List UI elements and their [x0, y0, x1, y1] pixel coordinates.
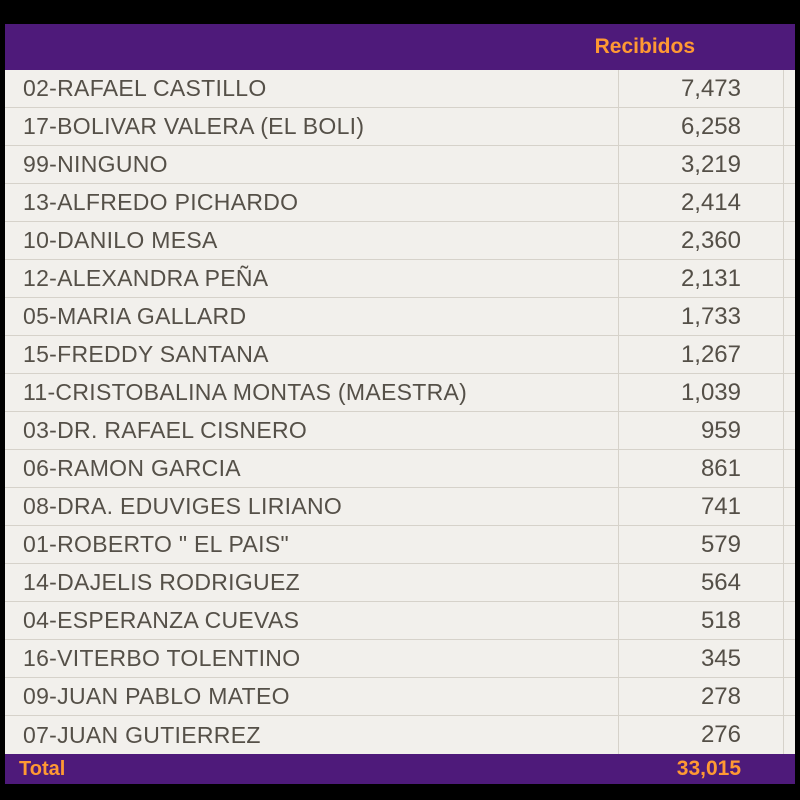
- table-row: 13-ALFREDO PICHARDO 2,414: [5, 184, 795, 222]
- received-value: 345: [618, 640, 783, 677]
- total-value: 33,015: [618, 757, 783, 781]
- candidate-name: 02-RAFAEL CASTILLO: [5, 75, 618, 102]
- row-edge: [783, 108, 795, 145]
- table-row: 16-VITERBO TOLENTINO 345: [5, 640, 795, 678]
- row-edge: [783, 450, 795, 487]
- candidate-name: 15-FREDDY SANTANA: [5, 341, 618, 368]
- received-value: 564: [618, 564, 783, 601]
- candidate-name: 14-DAJELIS RODRIGUEZ: [5, 569, 618, 596]
- table-row: 14-DAJELIS RODRIGUEZ 564: [5, 564, 795, 602]
- candidate-name: 03-DR. RAFAEL CISNERO: [5, 417, 618, 444]
- row-edge: [783, 222, 795, 259]
- row-edge: [783, 678, 795, 715]
- column-header-received[interactable]: Recibidos: [595, 35, 695, 59]
- table-row: 04-ESPERANZA CUEVAS 518: [5, 602, 795, 640]
- received-value: 1,733: [618, 298, 783, 335]
- received-value: 741: [618, 488, 783, 525]
- candidate-name: 17-BOLIVAR VALERA (EL BOLI): [5, 113, 618, 140]
- candidate-name: 01-ROBERTO " EL PAIS": [5, 531, 618, 558]
- candidate-name: 10-DANILO MESA: [5, 227, 618, 254]
- received-value: 2,131: [618, 260, 783, 297]
- row-edge: [783, 602, 795, 639]
- row-edge: [783, 412, 795, 449]
- candidate-name: 13-ALFREDO PICHARDO: [5, 189, 618, 216]
- received-value: 278: [618, 678, 783, 715]
- candidate-name: 05-MARIA GALLARD: [5, 303, 618, 330]
- received-value: 2,414: [618, 184, 783, 221]
- table-body: 02-RAFAEL CASTILLO 7,473 17-BOLIVAR VALE…: [5, 70, 795, 754]
- table-row: 09-JUAN PABLO MATEO 278: [5, 678, 795, 716]
- results-table: Recibidos 02-RAFAEL CASTILLO 7,473 17-BO…: [5, 24, 795, 784]
- table-row: 03-DR. RAFAEL CISNERO 959: [5, 412, 795, 450]
- table-row: 99-NINGUNO 3,219: [5, 146, 795, 184]
- row-edge: [783, 260, 795, 297]
- received-value: 2,360: [618, 222, 783, 259]
- received-value: 6,258: [618, 108, 783, 145]
- table-header: Recibidos: [5, 24, 795, 70]
- table-row: 10-DANILO MESA 2,360: [5, 222, 795, 260]
- table-row: 15-FREDDY SANTANA 1,267: [5, 336, 795, 374]
- row-edge: [783, 184, 795, 221]
- received-value: 1,039: [618, 374, 783, 411]
- received-value: 579: [618, 526, 783, 563]
- received-value: 276: [618, 716, 783, 754]
- row-edge: [783, 146, 795, 183]
- row-edge: [783, 488, 795, 525]
- received-value: 7,473: [618, 70, 783, 107]
- received-value: 518: [618, 602, 783, 639]
- row-edge: [783, 70, 795, 107]
- table-row: 02-RAFAEL CASTILLO 7,473: [5, 70, 795, 108]
- received-value: 3,219: [618, 146, 783, 183]
- total-label: Total: [5, 758, 618, 781]
- candidate-name: 08-DRA. EDUVIGES LIRIANO: [5, 493, 618, 520]
- candidate-name: 12-ALEXANDRA PEÑA: [5, 265, 618, 292]
- table-row: 08-DRA. EDUVIGES LIRIANO 741: [5, 488, 795, 526]
- received-value: 1,267: [618, 336, 783, 373]
- received-value: 959: [618, 412, 783, 449]
- candidate-name: 07-JUAN GUTIERREZ: [5, 722, 618, 749]
- candidate-name: 99-NINGUNO: [5, 151, 618, 178]
- table-row: 12-ALEXANDRA PEÑA 2,131: [5, 260, 795, 298]
- row-edge: [783, 564, 795, 601]
- row-edge: [783, 336, 795, 373]
- row-edge: [783, 298, 795, 335]
- bottom-black-bar: [0, 784, 800, 800]
- candidate-name: 06-RAMON GARCIA: [5, 455, 618, 482]
- candidate-name: 11-CRISTOBALINA MONTAS (MAESTRA): [5, 379, 618, 406]
- row-edge: [783, 640, 795, 677]
- table-row: 01-ROBERTO " EL PAIS" 579: [5, 526, 795, 564]
- candidate-name: 04-ESPERANZA CUEVAS: [5, 607, 618, 634]
- row-edge: [783, 374, 795, 411]
- candidate-name: 16-VITERBO TOLENTINO: [5, 645, 618, 672]
- total-row: Total 33,015: [5, 754, 795, 784]
- candidate-name: 09-JUAN PABLO MATEO: [5, 683, 618, 710]
- received-value: 861: [618, 450, 783, 487]
- table-row: 06-RAMON GARCIA 861: [5, 450, 795, 488]
- table-row: 17-BOLIVAR VALERA (EL BOLI) 6,258: [5, 108, 795, 146]
- top-black-bar: [0, 0, 800, 24]
- table-row: 05-MARIA GALLARD 1,733: [5, 298, 795, 336]
- row-edge: [783, 526, 795, 563]
- table-row: 07-JUAN GUTIERREZ 276: [5, 716, 795, 754]
- table-row: 11-CRISTOBALINA MONTAS (MAESTRA) 1,039: [5, 374, 795, 412]
- row-edge: [783, 716, 795, 754]
